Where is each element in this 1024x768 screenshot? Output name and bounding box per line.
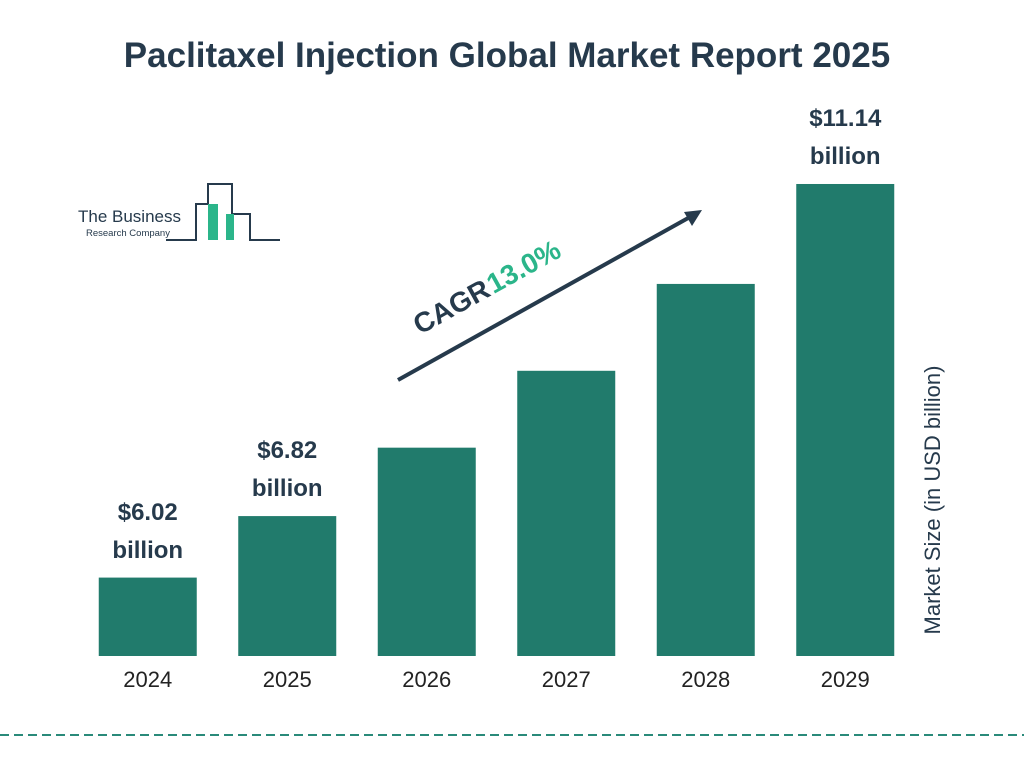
bar [517,370,616,656]
bar [656,283,755,656]
cagr-label: CAGR [408,273,495,340]
x-tick-label: 2026 [402,667,451,692]
bar [377,447,476,656]
logo: The Business Research Company [78,183,280,241]
bar [796,183,895,657]
x-tick-label: 2029 [821,667,870,692]
x-tick-label: 2025 [263,667,312,692]
y-axis-label: Market Size (in USD billion) [920,366,945,635]
x-tick-label: 2027 [542,667,591,692]
cagr-value: 13.0% [481,234,566,300]
cagr-group: CAGR 13.0% [408,234,566,340]
cagr-arrowhead [684,210,702,226]
x-tick-label: 2024 [123,667,172,692]
value-label: $6.82 billion [251,437,323,503]
x-tick-label: 2028 [681,667,730,692]
bar [238,516,337,656]
logo-text: The Business [78,207,181,226]
logo-subtext: Research Company [86,228,170,239]
chart-title: Paclitaxel Injection Global Market Repor… [123,36,891,75]
bar [98,577,197,656]
value-label: $11.14 billion [809,105,882,170]
cagr-arrow [397,215,691,382]
value-label: $6.02 billion [112,498,184,564]
